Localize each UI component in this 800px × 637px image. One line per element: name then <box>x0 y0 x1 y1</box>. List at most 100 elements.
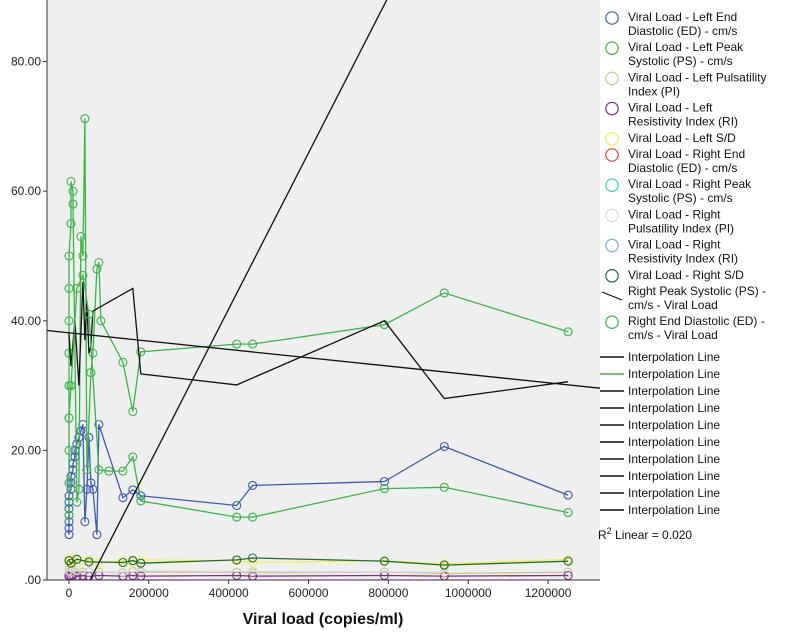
y-tick-label-1: 20.00 <box>11 443 41 457</box>
series-7-point-3 <box>84 567 94 577</box>
y-tick-label-4: 80.00 <box>11 55 41 69</box>
legend-label-5-0: Viral Load - Right End <box>628 147 745 161</box>
legend-marker-icon-5 <box>605 148 619 162</box>
series-0-point-30 <box>379 476 389 487</box>
fit-line-flat <box>47 329 600 389</box>
series-11-point-7 <box>118 466 128 476</box>
series-11-point-14 <box>563 508 573 518</box>
fit-line-steep <box>89 0 388 580</box>
series-11-point-2 <box>72 283 82 293</box>
x-tick-label-6: 1200000 <box>525 586 572 600</box>
series-9-point-6 <box>136 558 146 568</box>
x-tick-label-3: 600000 <box>289 586 329 600</box>
series-11-point-13 <box>439 482 449 492</box>
series-1-point-31 <box>563 327 573 337</box>
legend-marker-icon-0 <box>605 11 619 25</box>
plot-series-group <box>47 0 600 580</box>
series-0-point-1 <box>64 523 74 533</box>
series-1-point-22 <box>94 257 104 268</box>
series-9-point-5 <box>128 556 138 566</box>
y-tick-label-3: 60.00 <box>11 184 41 198</box>
series-1-point-26 <box>136 347 146 357</box>
series-1-point-23 <box>96 316 106 326</box>
series-1-point-8 <box>64 251 74 261</box>
series-11-point-4 <box>84 309 94 319</box>
series-9-point-10 <box>439 560 449 570</box>
y-tick-label-0: .00 <box>24 573 41 587</box>
legend-label-1-1: Systolic (PS) - cm/s <box>628 54 733 68</box>
legend-marker-icon-1 <box>605 41 619 55</box>
series-1-point-11 <box>68 186 78 196</box>
legend-interpolation-label-3: Interpolation Line <box>628 401 720 415</box>
series-0-point-18 <box>80 517 90 527</box>
legend-label-8-1: Resistivity Index (RI) <box>628 252 738 266</box>
legend-label-7-0: Viral Load - Right <box>628 207 721 221</box>
series-0-point-22 <box>88 484 98 494</box>
y-tick-label-2: 40.00 <box>11 314 41 328</box>
series-7-point-2 <box>72 565 82 575</box>
series-0-point-28 <box>232 500 242 511</box>
series-0-point-16 <box>76 426 86 436</box>
x-tick-label-4: 800000 <box>368 586 408 600</box>
legend-label-7-1: Pulsatility Index (PI) <box>628 221 734 235</box>
series-1-point-9 <box>66 219 76 229</box>
series-11-point-0 <box>64 413 74 423</box>
series-0-point-2 <box>64 517 74 527</box>
legend-marker-icon-2 <box>605 71 619 86</box>
legend-marker-icon-7 <box>605 208 619 223</box>
x-tick-label-1: 200000 <box>129 586 169 600</box>
x-tick-label-0: 0 <box>66 586 73 600</box>
series-11-point-6 <box>104 466 114 476</box>
legend-label-2-1: Index (PI) <box>628 84 680 98</box>
legend-marker-icon-4 <box>605 132 619 146</box>
series-11-point-3 <box>78 270 88 280</box>
series-11-point-8 <box>128 452 138 462</box>
legend-label-3-0: Viral Load - Left <box>628 101 713 115</box>
x-axis-label: Viral load (copies/ml) <box>243 611 404 628</box>
series-0-point-9 <box>66 471 76 481</box>
legend-marker-icon-3 <box>605 101 619 116</box>
legend-label-11-1: cm/s - Viral Load <box>628 328 718 342</box>
legend-interpolation-label-6: Interpolation Line <box>628 452 720 466</box>
series-0-point-25 <box>118 493 128 503</box>
legend-label-2-0: Viral Load - Left Pulsatility <box>628 70 767 84</box>
legend-marker-icon-9 <box>605 268 619 283</box>
series-0-point-14 <box>72 439 82 449</box>
series-7-line <box>68 569 445 573</box>
series-1-point-2 <box>64 445 74 455</box>
x-tick-label-5: 1000000 <box>445 586 492 600</box>
series-1-point-25 <box>128 406 138 417</box>
series-1-point-21 <box>92 264 102 274</box>
series-9-point-9 <box>379 556 389 566</box>
series-9-point-2 <box>72 554 82 564</box>
series-1-point-16 <box>78 251 88 261</box>
series-11-line <box>68 273 569 518</box>
legend-label-9-0: Viral Load - Right S/D <box>628 268 744 282</box>
series-0-point-21 <box>86 478 96 488</box>
series-2-point-15 <box>563 567 573 577</box>
series-0-point-24 <box>94 419 104 430</box>
legend-label-5-1: Diastolic (ED) - cm/s <box>628 161 737 175</box>
series-0-point-29 <box>248 480 258 490</box>
legend-interpolation-label-4: Interpolation Line <box>628 418 720 432</box>
legend-label-10-1: cm/s - Viral Load <box>628 298 718 312</box>
series-0-point-0 <box>64 530 74 540</box>
legend-label-8-0: Viral Load - Right <box>628 238 721 252</box>
series-11-point-10 <box>232 512 242 522</box>
legend-interpolation-label-2: Interpolation Line <box>628 384 720 398</box>
series-7-point-4 <box>118 567 128 577</box>
series-1-point-13 <box>72 497 82 507</box>
legend-label-6-1: Systolic (PS) - cm/s <box>628 191 733 205</box>
series-2-point-11 <box>232 567 242 577</box>
series-1-point-10 <box>66 176 76 187</box>
series-7-point-1 <box>66 567 76 577</box>
series-1-point-6 <box>64 316 74 326</box>
series-10-line <box>68 281 569 400</box>
series-7-point-6 <box>248 567 258 577</box>
series-1-point-19 <box>86 368 96 378</box>
legend-interpolation-label-8: Interpolation Line <box>628 486 720 500</box>
legend-label-3-1: Resistivity Index (RI) <box>628 115 738 129</box>
series-9-point-3 <box>84 557 94 567</box>
series-1-point-28 <box>248 339 258 349</box>
